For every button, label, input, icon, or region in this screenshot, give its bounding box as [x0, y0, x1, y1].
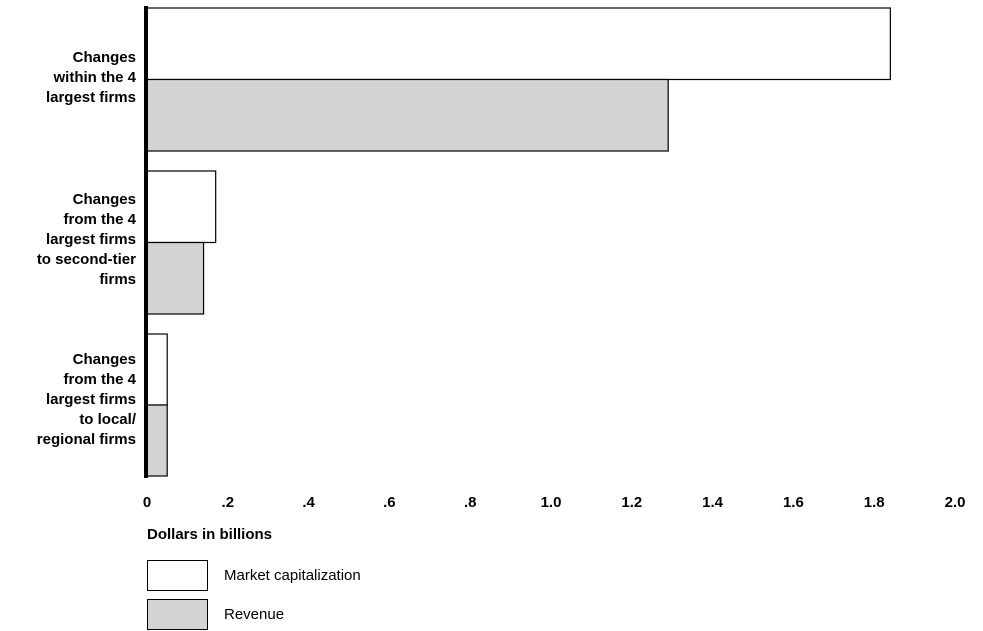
legend-label-market-cap: Market capitalization [224, 567, 361, 584]
bar-market-cap-1 [146, 170, 217, 244]
category-label-within: Changes within the 4 largest firms [45, 49, 136, 106]
legend-swatch-revenue [147, 599, 208, 630]
x-tick-label: 1.6 [783, 494, 804, 511]
x-tick-label: .2 [222, 494, 235, 511]
x-tick-label: .4 [302, 494, 315, 511]
bar-revenue-0 [146, 78, 669, 152]
legend-label-revenue: Revenue [224, 606, 285, 623]
bar-market-cap-2 [146, 333, 168, 406]
bars-group [146, 7, 891, 477]
x-tick-label: 2.0 [945, 494, 966, 511]
x-tick-label: .6 [383, 494, 396, 511]
x-tick-label: .8 [464, 494, 477, 511]
x-tick-label: 1.4 [702, 494, 724, 511]
legend-item-revenue: Revenue [147, 599, 284, 630]
x-tick-labels: 0 .2 .4 .6 .8 1.0 1.2 1.4 1.6 1.8 2.0 [143, 494, 966, 511]
y-axis-line [144, 6, 148, 478]
x-axis-title: Dollars in billions [147, 526, 273, 543]
legend-item-market-cap: Market capitalization [147, 560, 361, 591]
x-tick-label: 1.2 [621, 494, 642, 511]
bar-revenue-1 [146, 241, 205, 315]
bar-revenue-2 [146, 404, 168, 477]
category-label-local-regional: Changes from the 4 largest firms to loca… [36, 351, 136, 448]
category-label-second-tier: Changes from the 4 largest firms to seco… [36, 191, 136, 288]
x-tick-label: 0 [143, 494, 151, 511]
x-tick-label: 1.8 [864, 494, 885, 511]
legend-swatch-market-cap [147, 560, 208, 591]
x-tick-label: 1.0 [541, 494, 562, 511]
bar-market-cap-0 [146, 7, 891, 81]
